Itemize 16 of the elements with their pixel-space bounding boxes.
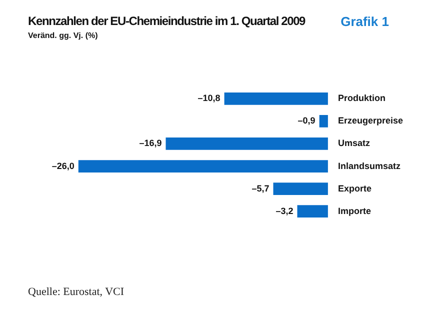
source-note: Quelle: Eurostat, VCI xyxy=(28,286,124,298)
data-label: –3,2 xyxy=(276,206,294,216)
data-label: –5,7 xyxy=(252,183,270,194)
data-label: –26,0 xyxy=(52,160,74,171)
data-label: –10,8 xyxy=(198,93,220,104)
chart-title: Kennzahlen der EU-Chemieindustrie im 1. Quartal 2009 xyxy=(28,14,306,28)
y-tick-label: Umsatz xyxy=(338,138,370,148)
y-tick-label: Produktion xyxy=(338,93,386,104)
text: Grafik 1 xyxy=(340,14,389,29)
y-tick-label: Importe xyxy=(338,206,371,216)
data-label: –0,9 xyxy=(298,116,316,126)
y-tick-label: Exporte xyxy=(338,183,372,194)
data-label: –16,9 xyxy=(139,138,162,148)
y-tick-label: Erzeugerpreise xyxy=(338,116,403,126)
chart-subtitle: Veränd. gg. Vj. (%) xyxy=(28,31,98,40)
y-tick-label: Inlandsumsatz xyxy=(338,160,401,171)
